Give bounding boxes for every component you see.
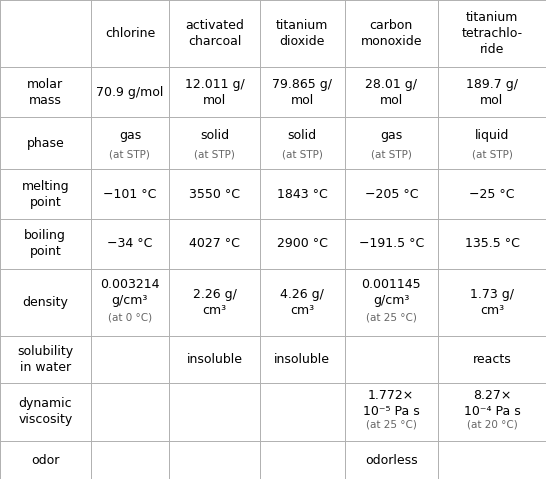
Text: dynamic
viscosity: dynamic viscosity [18,397,73,426]
Text: melting
point: melting point [21,180,69,209]
Text: 28.01 g/
mol: 28.01 g/ mol [365,78,417,106]
Text: chlorine: chlorine [105,27,155,40]
Text: solubility
in water: solubility in water [17,345,73,374]
Text: 0.001145
g/cm³: 0.001145 g/cm³ [361,278,421,308]
Text: titanium
dioxide: titanium dioxide [276,19,328,48]
Text: activated
charcoal: activated charcoal [185,19,244,48]
Text: 2900 °C: 2900 °C [277,238,328,251]
Text: −191.5 °C: −191.5 °C [359,238,424,251]
Text: odor: odor [31,454,60,467]
Text: −34 °C: −34 °C [107,238,153,251]
Text: 3550 °C: 3550 °C [189,188,240,201]
Text: (at 0 °C): (at 0 °C) [108,312,152,322]
Text: gas: gas [119,129,141,142]
Text: 70.9 g/mol: 70.9 g/mol [96,86,164,99]
Text: gas: gas [380,129,402,142]
Text: phase: phase [26,137,64,149]
Text: (at 25 °C): (at 25 °C) [366,420,417,430]
Text: 8.27×
10⁻⁴ Pa s: 8.27× 10⁻⁴ Pa s [464,389,520,418]
Text: −205 °C: −205 °C [365,188,418,201]
Text: (at STP): (at STP) [282,149,323,160]
Text: 0.003214
g/cm³: 0.003214 g/cm³ [100,278,159,308]
Text: 12.011 g/
mol: 12.011 g/ mol [185,78,245,106]
Text: 189.7 g/
mol: 189.7 g/ mol [466,78,518,106]
Text: (at STP): (at STP) [194,149,235,160]
Text: (at 20 °C): (at 20 °C) [467,420,518,430]
Text: 1843 °C: 1843 °C [277,188,328,201]
Text: solid: solid [200,129,229,142]
Text: (at STP): (at STP) [371,149,412,160]
Text: titanium
tetrachlo-
ride: titanium tetrachlo- ride [461,11,523,56]
Text: (at 25 °C): (at 25 °C) [366,312,417,322]
Text: (at STP): (at STP) [472,149,513,160]
Text: liquid: liquid [475,129,509,142]
Text: −101 °C: −101 °C [103,188,157,201]
Text: 1.73 g/
cm³: 1.73 g/ cm³ [470,288,514,317]
Text: insoluble: insoluble [187,353,242,366]
Text: molar
mass: molar mass [27,78,63,106]
Text: −25 °C: −25 °C [469,188,515,201]
Text: 4027 °C: 4027 °C [189,238,240,251]
Text: 1.772×
10⁻⁵ Pa s: 1.772× 10⁻⁵ Pa s [363,389,420,418]
Text: 135.5 °C: 135.5 °C [465,238,519,251]
Text: solid: solid [288,129,317,142]
Text: density: density [22,296,68,309]
Text: (at STP): (at STP) [110,149,150,160]
Text: 4.26 g/
cm³: 4.26 g/ cm³ [280,288,324,317]
Text: reacts: reacts [473,353,512,366]
Text: carbon
monoxide: carbon monoxide [360,19,422,48]
Text: insoluble: insoluble [274,353,330,366]
Text: 79.865 g/
mol: 79.865 g/ mol [272,78,332,106]
Text: odorless: odorless [365,454,418,467]
Text: boiling
point: boiling point [25,229,66,258]
Text: 2.26 g/
cm³: 2.26 g/ cm³ [193,288,236,317]
